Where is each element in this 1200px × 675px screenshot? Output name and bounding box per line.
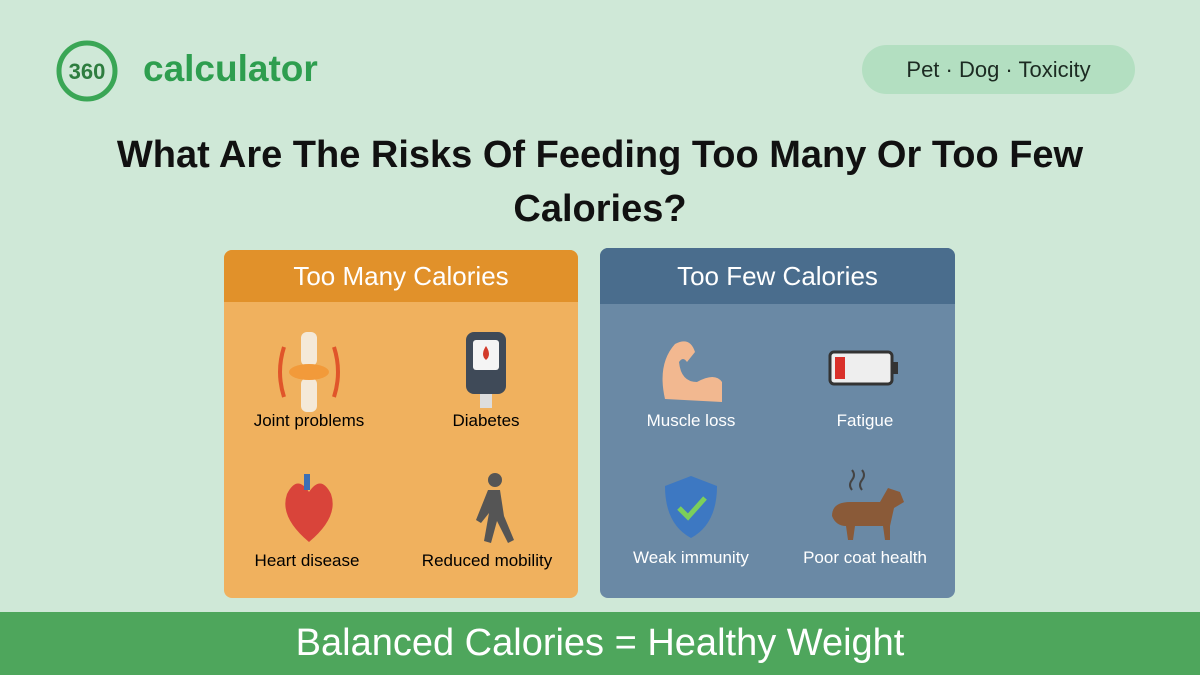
page-title: What Are The Risks Of Feeding Too Many O… xyxy=(116,134,1084,230)
logo-text: calculator xyxy=(143,48,318,89)
muscle-icon xyxy=(662,341,722,402)
shield-icon xyxy=(665,476,717,538)
panel-title: Too Few Calories xyxy=(600,248,955,304)
panel: Too Few Calories xyxy=(600,248,955,598)
panel-title: Too Many Calories xyxy=(224,250,578,302)
item-label: Poor coat health xyxy=(803,548,927,567)
item-label: Diabetes xyxy=(452,411,519,430)
footer-banner: Balanced Calories = Healthy Weight xyxy=(0,612,1200,675)
panel: Too Many Calories xyxy=(224,250,578,598)
battery-icon xyxy=(828,350,898,386)
walking-icon xyxy=(476,473,514,543)
panel-icons: Joint problems Diabetes Heart disease Re… xyxy=(254,332,553,570)
tag: Pet · Dog · Toxicity xyxy=(862,45,1135,94)
logo-number: 360 xyxy=(69,59,106,84)
item-label: Muscle loss xyxy=(647,411,736,430)
panel-icons: Muscle loss Fatigue Weak immunity Poor c… xyxy=(633,341,927,567)
item-label: Reduced mobility xyxy=(422,551,553,570)
dog-icon xyxy=(832,469,904,540)
heart-icon xyxy=(285,474,333,542)
item-label: Fatigue xyxy=(837,411,894,430)
item-label: Joint problems xyxy=(254,411,365,430)
diabetes-icon xyxy=(466,332,506,408)
item-label: Weak immunity xyxy=(633,548,749,567)
item-label: Heart disease xyxy=(255,551,360,570)
logo-icon: 360 xyxy=(56,40,118,102)
joint-icon xyxy=(278,332,340,412)
